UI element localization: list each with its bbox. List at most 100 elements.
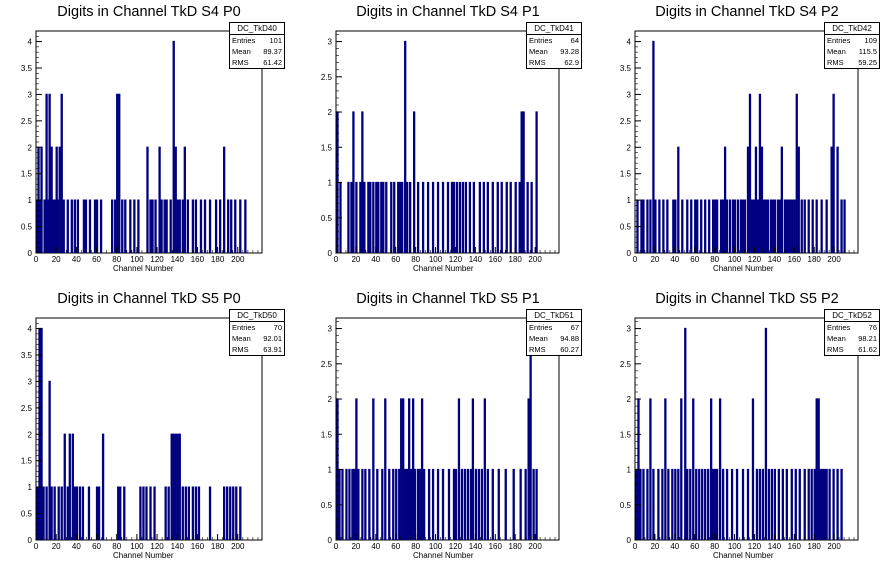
histogram-bin xyxy=(463,468,467,540)
histogram-bin xyxy=(715,468,719,540)
histogram-bin xyxy=(404,40,407,253)
histogram-bin xyxy=(736,199,740,253)
histogram-bin xyxy=(183,146,186,253)
x-tick-label: 200 xyxy=(827,542,841,551)
histogram-bin xyxy=(71,433,74,540)
histogram-bin xyxy=(81,486,85,540)
histogram-bin xyxy=(836,146,839,253)
histogram-bin xyxy=(178,433,181,540)
histogram-bin xyxy=(836,468,839,540)
x-tick-label: 0 xyxy=(334,255,339,264)
y-tick-label: 3 xyxy=(28,377,33,386)
histogram-bin xyxy=(388,468,391,540)
histogram-bin xyxy=(447,468,451,540)
histogram-bin xyxy=(421,181,425,253)
histogram-bin xyxy=(226,486,229,540)
stats-rms-value: 60.27 xyxy=(560,345,579,354)
histogram-bin xyxy=(68,433,71,540)
histogram-bin xyxy=(395,468,398,540)
pad-tkd-s4-p2: Digits in Channel TkD S4 P2 0 0.5 1 1.5 2 2.5… xyxy=(598,0,896,287)
histogram-bin xyxy=(436,468,440,540)
histogram-bin xyxy=(95,486,99,540)
histogram-bin xyxy=(227,199,230,253)
x-tick-label: 40 xyxy=(72,542,81,551)
histogram-bin xyxy=(450,181,454,253)
histogram-bin xyxy=(368,468,371,540)
histogram-bin xyxy=(825,199,828,253)
x-tick-label: 0 xyxy=(633,542,638,551)
histogram-bin xyxy=(187,486,191,540)
stats-box: DC_TkD40 Entries 101 Mean 89.37 RMS 61.42 xyxy=(229,22,285,69)
x-tick-label: 200 xyxy=(827,255,841,264)
histogram-bin xyxy=(713,468,717,540)
histogram-bin xyxy=(771,199,775,253)
histogram-bin xyxy=(197,486,201,540)
histogram-bars xyxy=(336,40,538,253)
histogram-bin xyxy=(793,199,796,253)
histogram-bin xyxy=(746,468,750,540)
histogram-bin xyxy=(692,398,695,540)
histogram-bin xyxy=(464,181,468,253)
histogram-bin xyxy=(452,468,456,540)
histogram-bin xyxy=(832,468,835,540)
histogram-bin xyxy=(45,93,48,253)
x-tick-label: 0 xyxy=(34,255,39,264)
histogram-bin xyxy=(781,468,784,540)
histogram-bin xyxy=(361,468,364,540)
x-tick-label: 60 xyxy=(690,542,699,551)
stats-mean-label: Mean xyxy=(827,47,846,56)
histogram-bin xyxy=(486,468,489,540)
histogram-bin xyxy=(811,199,814,253)
histogram-bin xyxy=(783,199,786,253)
y-tick-label: 2 xyxy=(328,108,333,117)
y-tick-label: 3.5 xyxy=(21,64,33,73)
y-tick-label: 0.5 xyxy=(21,510,33,519)
histogram-bin xyxy=(667,468,670,540)
histogram-bin xyxy=(164,486,167,540)
histogram-bin xyxy=(770,468,774,540)
histogram-bin xyxy=(367,181,370,253)
histogram-bin xyxy=(773,468,777,540)
x-axis-label: Channel Number xyxy=(413,551,474,560)
y-tick-label: 2.5 xyxy=(620,117,632,126)
histogram-plot: 0 0.5 1 1.5 2 2.5 3 0 20 40 60 80 100 120 140 160 180 200 xyxy=(321,317,560,551)
y-tick-label: 3 xyxy=(328,38,333,47)
histogram-bin xyxy=(230,199,233,253)
x-tick-label: 40 xyxy=(371,542,380,551)
chart-title: Digits in Channel TkD S5 P1 xyxy=(356,291,540,307)
histogram-bin xyxy=(642,199,645,253)
y-tick-label: 1 xyxy=(328,466,333,475)
x-tick-label: 120 xyxy=(449,542,463,551)
stats-mean-label: Mean xyxy=(529,334,548,343)
x-tick-label: 100 xyxy=(130,255,144,264)
histogram-bin xyxy=(696,199,699,253)
histogram-bars xyxy=(36,40,247,253)
histogram-bin xyxy=(789,199,792,253)
stats-entries-label: Entries xyxy=(232,36,256,45)
histogram-bin xyxy=(798,468,801,540)
histogram-bin xyxy=(78,486,82,540)
y-tick-label: 2 xyxy=(627,395,632,404)
histogram-bin xyxy=(764,327,768,540)
histogram-bin xyxy=(223,146,226,253)
y-tick-label: 1 xyxy=(28,483,33,492)
histogram-bars xyxy=(336,327,538,540)
histogram-bin xyxy=(416,181,420,253)
x-tick-label: 0 xyxy=(633,255,638,264)
histogram-bin xyxy=(409,181,412,253)
x-tick-label: 160 xyxy=(788,255,802,264)
x-tick-label: 100 xyxy=(429,255,443,264)
stats-rms-label: RMS xyxy=(827,345,844,354)
histogram-bin xyxy=(689,468,692,540)
histogram-bin xyxy=(145,486,148,540)
stats-entries-value: 76 xyxy=(868,323,877,332)
histogram-plot: 00.511.522.533.540 20 40 60 80 100 120 140 160 18… xyxy=(21,30,263,264)
histogram-bin xyxy=(746,146,750,253)
histogram-bin xyxy=(214,199,218,253)
histogram-bin xyxy=(840,468,843,540)
histogram-bin xyxy=(441,181,445,253)
y-tick-label: 3 xyxy=(627,90,632,99)
stats-mean-value: 115.5 xyxy=(858,47,877,56)
y-tick-label: 1.5 xyxy=(21,457,33,466)
histogram-plot: 00.511.522.533.540 20 40 60 80 100 120 140 160 18… xyxy=(620,30,859,264)
